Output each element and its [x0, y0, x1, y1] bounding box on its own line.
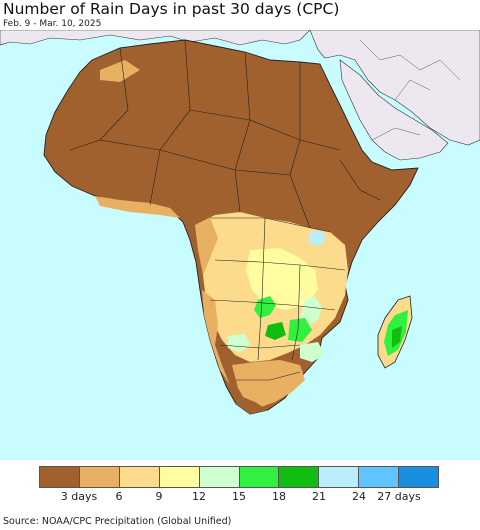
legend-swatch [279, 467, 320, 487]
legend-swatch [119, 467, 160, 487]
europe-landmass [0, 30, 311, 46]
tan-zone-west [195, 218, 218, 275]
wet-zone-zambia [254, 296, 276, 318]
legend-label: 24 [352, 490, 366, 503]
wet-zone-malawi [300, 296, 322, 326]
legend-label: 3 days [60, 490, 98, 503]
legend-swatch [159, 467, 200, 487]
wet-zone-angola [228, 334, 250, 352]
legend-label: 15 [232, 490, 246, 503]
madagascar-core [392, 326, 402, 348]
legend-label: 12 [192, 490, 206, 503]
legend-label: 18 [272, 490, 286, 503]
legend-label: 9 [155, 490, 163, 503]
wet-zone-mozambique [288, 318, 312, 342]
legend-swatch [359, 467, 400, 487]
legend-label: 21 [312, 490, 326, 503]
legend-labels: 3 days 6 9 12 15 18 21 24 27 days [39, 490, 439, 504]
country-borders [69, 39, 381, 381]
wet-zone-zimbabwe [265, 322, 286, 340]
legend-swatch [40, 467, 80, 487]
legend-swatch [239, 467, 280, 487]
arabian-peninsula [339, 59, 449, 161]
west-africa-coast-zone [95, 196, 180, 218]
middle-east-borders [359, 39, 461, 141]
sahel-light-patch [100, 60, 140, 82]
legend-swatch [199, 467, 240, 487]
dry-south-tip [236, 395, 268, 414]
tan-zone-coast [202, 290, 230, 385]
pale-yellow-zone [246, 248, 318, 310]
legend-label: 6 [115, 490, 123, 503]
legend-color-scale [39, 466, 439, 488]
date-range: Feb. 9 - Mar. 10, 2025 [3, 19, 102, 29]
legend-label: 27 days [377, 490, 421, 503]
legend-swatch [79, 467, 120, 487]
southern-africa-zone [232, 360, 305, 408]
lake-victoria [308, 230, 326, 246]
wet-zone-southeast [300, 342, 325, 362]
legend-swatch [399, 467, 439, 487]
legend-swatch [319, 467, 360, 487]
map-title: Number of Rain Days in past 30 days (CPC… [3, 0, 340, 18]
rain-days-map [0, 30, 480, 460]
source-credit: Source: NOAA/CPC Precipitation (Global U… [3, 516, 232, 527]
